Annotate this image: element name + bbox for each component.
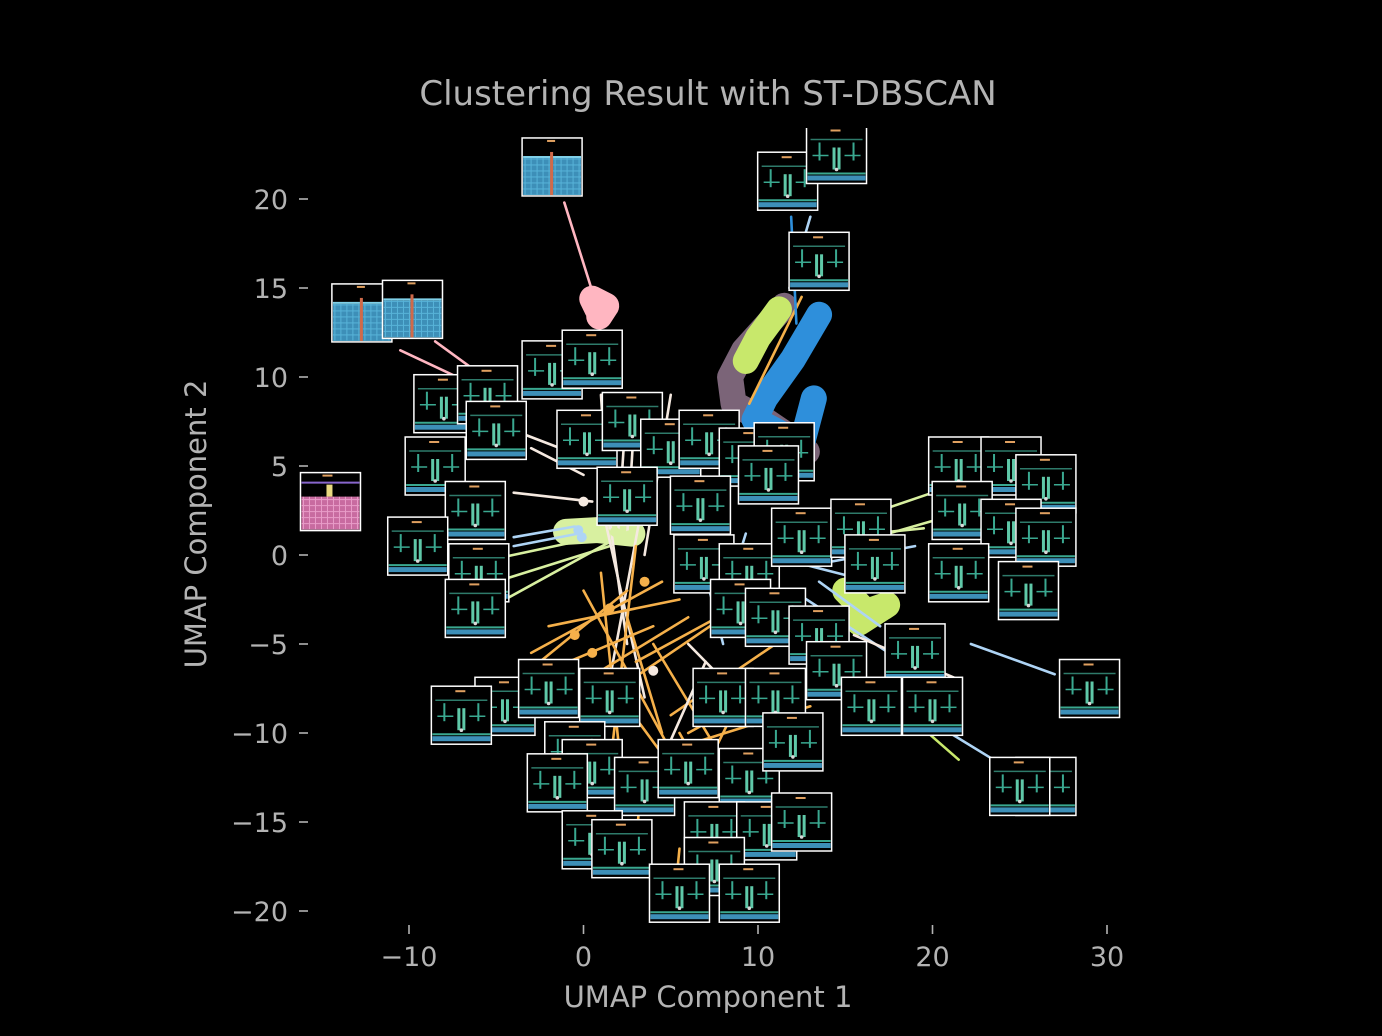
y-tick-label: 5 [271,452,288,483]
data-point [569,630,580,641]
chart-title: Clustering Result with ST-DBSCAN [419,74,996,114]
data-point [604,603,615,614]
level-thumbnail [692,667,754,728]
trajectory-line [503,535,620,601]
cluster-blob [579,285,620,330]
y-tick-label: 10 [254,363,288,394]
plot-area [299,128,1121,923]
trajectory-line [512,525,577,539]
trajectory-line [625,615,664,735]
level-thumbnail [770,792,833,852]
trajectory-line [547,598,681,628]
level-thumbnail [1058,658,1121,719]
level-thumbnail [805,128,868,185]
x-tick-label: 10 [741,942,775,973]
level-thumbnail [997,560,1060,621]
cluster-blob [832,577,901,636]
level-thumbnail [770,507,833,567]
trajectory-line [599,500,646,699]
trajectory-line [608,544,638,770]
level-thumbnail [989,756,1051,817]
level-thumbnail [444,578,507,639]
level-thumbnail [840,676,903,737]
data-point [576,532,587,543]
level-thumbnail [591,818,653,879]
level-thumbnail [884,623,946,683]
y-tick-label: 0 [271,541,288,572]
level-thumbnail [927,543,990,603]
level-thumbnail [299,471,362,532]
level-thumbnail [1015,507,1077,567]
y-tick-label: −10 [231,719,288,750]
level-thumbnail [517,658,580,719]
level-thumbnail [737,445,800,505]
level-thumbnail [788,231,850,292]
trajectory-line [969,642,1056,676]
trajectory-line [512,532,580,548]
level-thumbnail [669,475,732,535]
x-tick-label: 0 [575,942,592,973]
y-axis-label: UMAP Component 2 [179,380,213,669]
level-thumbnail [521,137,583,197]
thumbnail-images [299,128,1121,923]
level-thumbnail [596,466,658,527]
y-tick-label: −15 [231,808,288,839]
data-point [578,496,589,507]
trajectory-line [747,295,803,406]
y-tick-label: 20 [254,185,288,216]
level-thumbnail [718,863,781,923]
x-tick-label: 20 [915,942,949,973]
x-tick-label: −10 [381,942,438,973]
level-thumbnail [844,534,906,594]
x-axis: −10 0 10 20 30 [381,925,1124,973]
level-thumbnail [404,436,466,496]
x-axis-label: UMAP Component 1 [564,980,853,1014]
y-tick-label: −5 [248,630,288,661]
level-thumbnail [901,676,964,737]
trajectory-line [948,731,995,762]
data-point [587,647,598,658]
y-tick-label: 15 [254,274,288,305]
y-axis: −20 −15 −10 −5 0 5 10 15 20 [231,185,308,928]
cluster-blob [732,296,792,374]
level-thumbnail [762,712,824,772]
level-thumbnail [430,685,493,745]
trajectory-line [563,201,598,304]
level-thumbnail [526,753,589,813]
trajectory-line [494,539,582,560]
level-thumbnail [465,400,527,461]
level-thumbnail [386,516,449,576]
data-point [609,526,620,537]
data-point [623,530,634,541]
level-thumbnail [657,738,719,799]
level-thumbnail [578,667,641,728]
level-thumbnail [648,863,711,923]
level-thumbnail [561,329,623,389]
data-point [648,665,659,676]
trajectory-line [817,580,882,628]
y-tick-label: −20 [231,897,288,928]
x-tick-label: 30 [1090,942,1124,973]
data-point [639,576,650,587]
level-thumbnail [381,279,444,340]
level-thumbnail [444,480,507,541]
